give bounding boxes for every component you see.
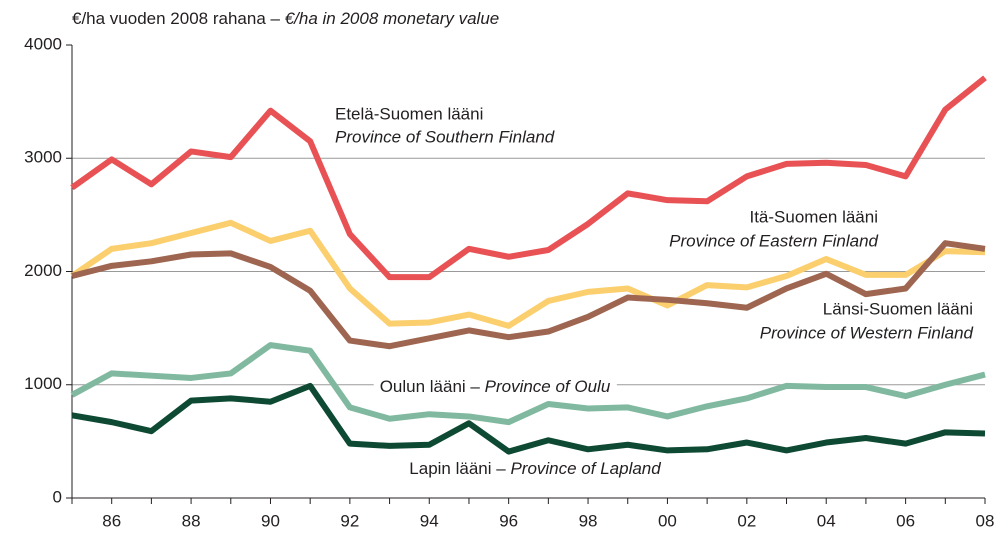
series-label-en: Province of Lapland xyxy=(510,459,661,478)
series-label: Itä-Suomen lääni xyxy=(749,207,878,226)
x-tick-label: 94 xyxy=(420,511,439,530)
series-label: Lapin lääni – Province of Lapland xyxy=(409,459,661,478)
y-tick-label: 4000 xyxy=(24,34,62,53)
x-tick-label: 96 xyxy=(499,511,518,530)
x-tick-label: 88 xyxy=(182,511,201,530)
x-tick-label: 98 xyxy=(579,511,598,530)
series-label: Oulun lääni – Province of Oulu xyxy=(380,377,611,396)
series-label: Länsi-Suomen lääni xyxy=(823,299,973,318)
series-line xyxy=(71,240,986,350)
series-label-en: Province of Eastern Finland xyxy=(669,231,878,250)
series-line xyxy=(70,342,986,426)
x-tick-label: 00 xyxy=(658,511,677,530)
series-label-fi: Lapin lääni – xyxy=(409,459,506,478)
series-label: Etelä-Suomen lääni xyxy=(335,104,483,123)
series-label-en: Province of Oulu xyxy=(485,377,611,396)
series-label-en: Province of Southern Finland xyxy=(335,127,555,146)
chart-title: €/ha vuoden 2008 rahana – €/ha in 2008 m… xyxy=(72,9,499,28)
label-background xyxy=(373,376,617,398)
x-tick-label: 02 xyxy=(737,511,756,530)
x-tick-label: 08 xyxy=(976,511,995,530)
y-tick-label: 2000 xyxy=(24,261,62,280)
x-tick-label: 90 xyxy=(261,511,280,530)
x-tick-label: 04 xyxy=(817,511,836,530)
y-tick-label: 0 xyxy=(53,487,62,506)
title-en: €/ha in 2008 monetary value xyxy=(285,9,500,28)
series-line xyxy=(70,75,987,281)
series-label-en: Province of Western Finland xyxy=(760,323,974,342)
series-line xyxy=(70,219,986,329)
x-tick-label: 06 xyxy=(896,511,915,530)
title-fi: €/ha vuoden 2008 rahana – xyxy=(72,9,281,28)
y-tick-label: 1000 xyxy=(24,374,62,393)
x-tick-label: 86 xyxy=(102,511,121,530)
y-tick-label: 3000 xyxy=(24,148,62,167)
series-label-fi: Oulun lääni – xyxy=(380,377,481,396)
series-line xyxy=(71,382,986,455)
x-tick-label: 92 xyxy=(340,511,359,530)
